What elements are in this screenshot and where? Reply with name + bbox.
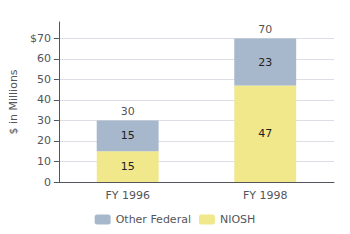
svg-text:$70: $70	[30, 32, 51, 45]
svg-text:Other Federal: Other Federal	[116, 213, 191, 226]
svg-text:30: 30	[37, 114, 51, 127]
svg-text:FY 1996: FY 1996	[105, 189, 150, 202]
svg-text:50: 50	[37, 73, 51, 86]
svg-text:23: 23	[258, 56, 272, 69]
svg-text:NIOSH: NIOSH	[220, 213, 255, 226]
svg-text:15: 15	[121, 160, 135, 173]
svg-text:47: 47	[258, 127, 272, 140]
svg-text:60: 60	[37, 52, 51, 65]
svg-text:40: 40	[37, 93, 51, 106]
svg-text:30: 30	[121, 105, 135, 118]
svg-text:70: 70	[258, 23, 272, 36]
svg-text:FY 1998: FY 1998	[243, 189, 288, 202]
svg-text:15: 15	[121, 129, 135, 142]
svg-text:0: 0	[44, 176, 51, 189]
svg-text:$ in Millions: $ in Millions	[7, 69, 20, 134]
svg-text:10: 10	[37, 155, 51, 168]
svg-text:20: 20	[37, 134, 51, 147]
